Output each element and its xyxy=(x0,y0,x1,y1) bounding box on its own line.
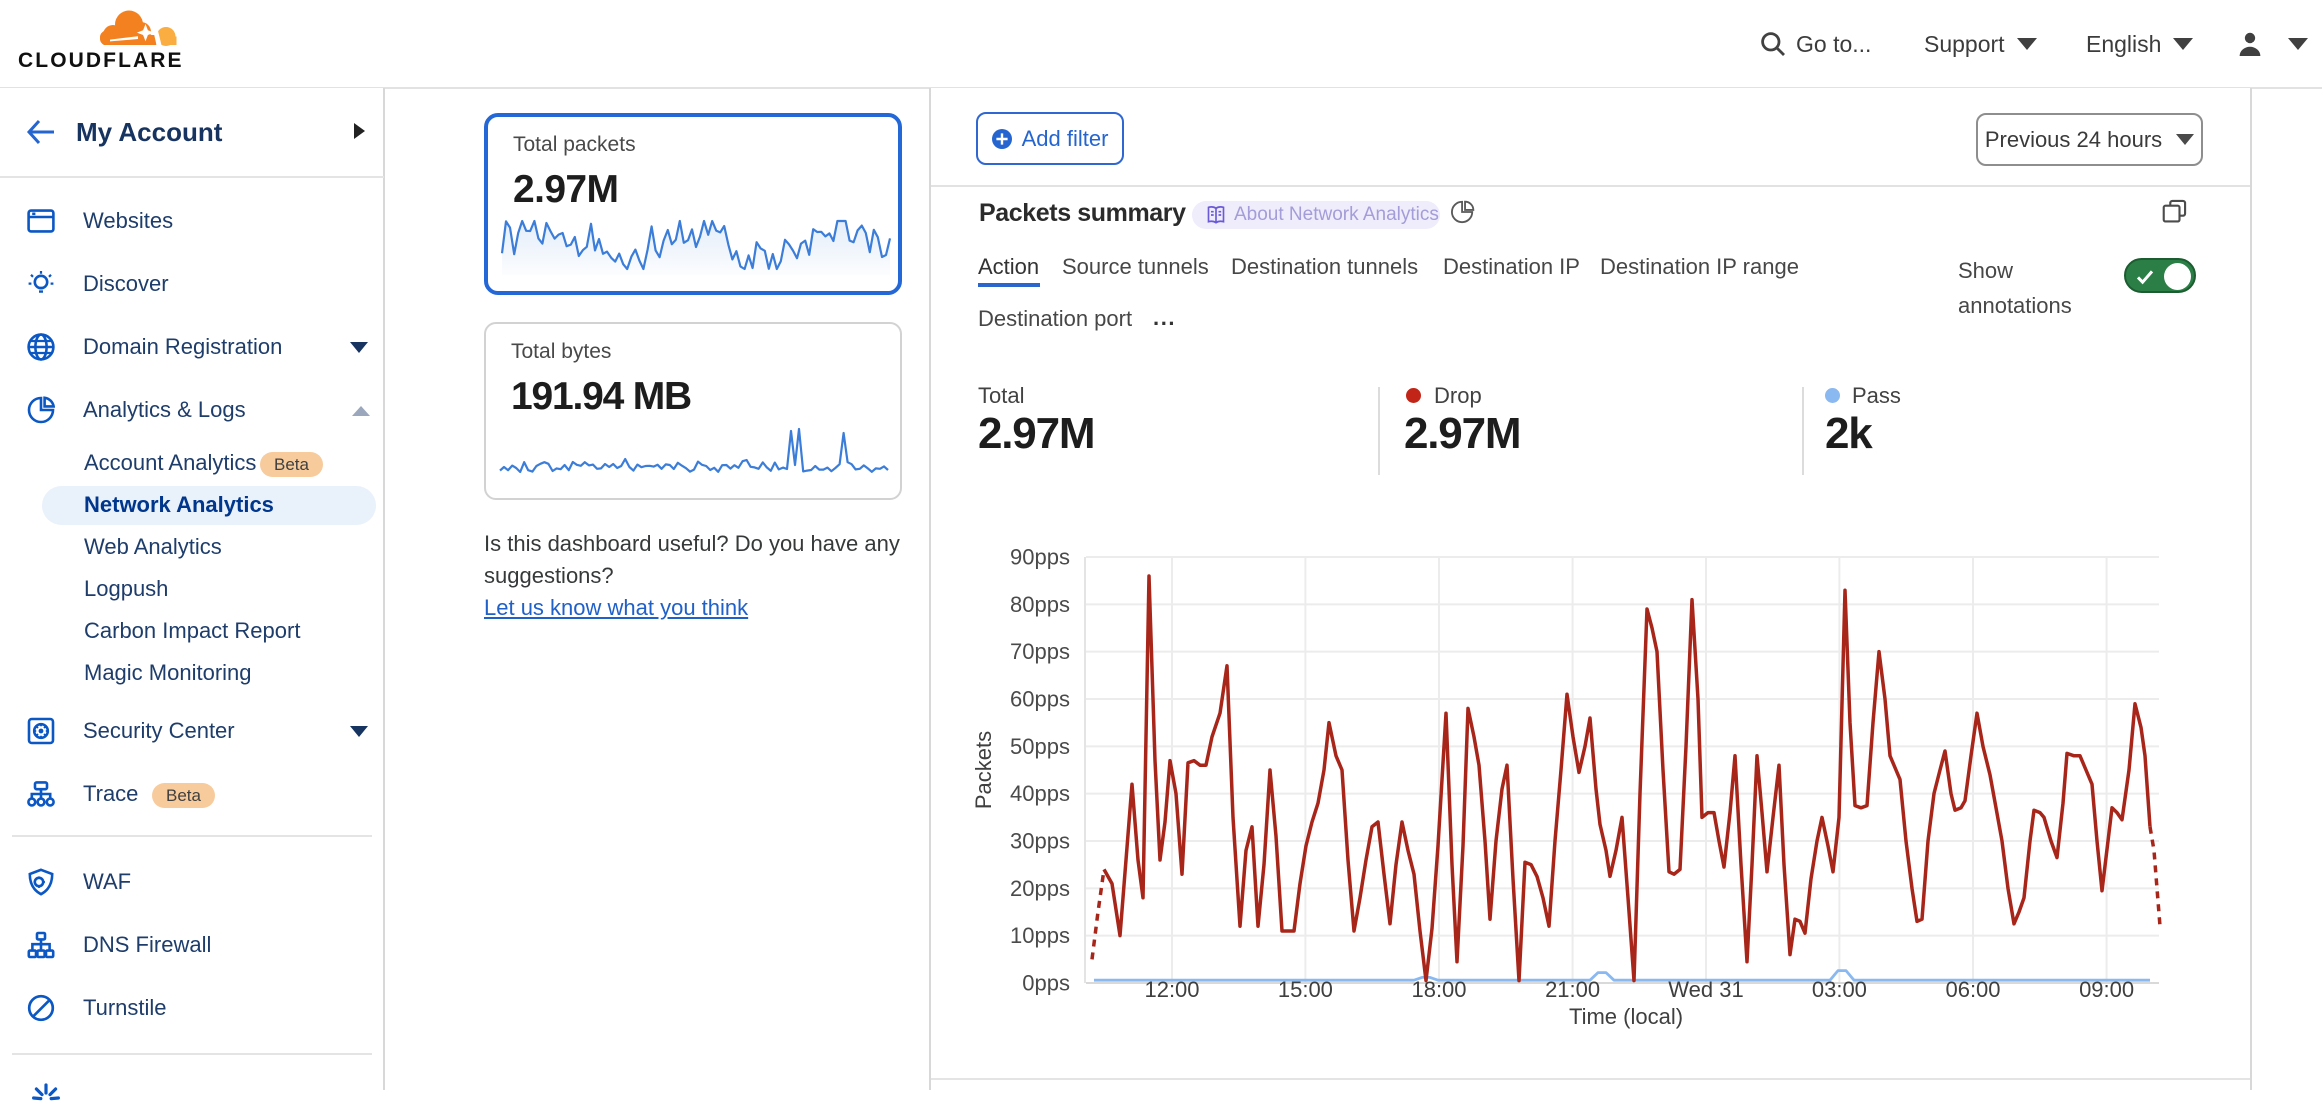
svg-text:0pps: 0pps xyxy=(1022,971,1070,996)
svg-text:60pps: 60pps xyxy=(1010,687,1070,712)
svg-text:20pps: 20pps xyxy=(1010,876,1070,901)
svg-text:50pps: 50pps xyxy=(1010,734,1070,759)
svg-text:90pps: 90pps xyxy=(1010,545,1070,570)
svg-text:Time (local): Time (local) xyxy=(1569,1004,1683,1029)
svg-text:10pps: 10pps xyxy=(1010,923,1070,948)
svg-text:80pps: 80pps xyxy=(1010,592,1070,617)
svg-text:40pps: 40pps xyxy=(1010,781,1070,806)
svg-text:30pps: 30pps xyxy=(1010,829,1070,854)
svg-text:Packets: Packets xyxy=(971,731,996,809)
svg-text:70pps: 70pps xyxy=(1010,639,1070,664)
